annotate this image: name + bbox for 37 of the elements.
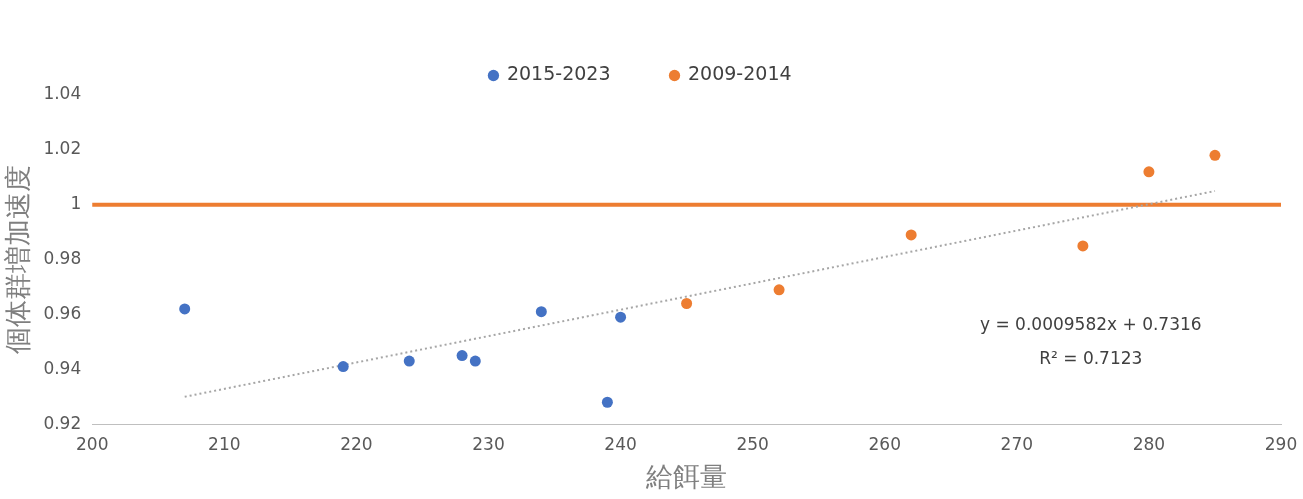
x-tick-label: 200 — [76, 433, 109, 454]
point — [403, 355, 415, 367]
y-tick-label: 1 — [70, 193, 82, 214]
x-tick-label: 290 — [1264, 433, 1298, 454]
y-axis-title: 個体群増加速度 — [2, 165, 34, 355]
legend-label: 2009-2014 — [688, 62, 792, 85]
x-tick-label: 210 — [208, 433, 241, 454]
point — [1077, 240, 1089, 252]
y-tick-label: 0.98 — [43, 248, 82, 269]
y-tick-label: 0.92 — [43, 412, 82, 433]
y-tick-label: 0.96 — [43, 302, 82, 323]
point — [337, 361, 349, 373]
x-axis-title: 給餌量 — [645, 460, 728, 492]
point — [681, 297, 693, 309]
annotation: y = 0.0009582x + 0.7316 — [979, 313, 1202, 334]
point — [469, 355, 481, 367]
x-tick-label: 250 — [736, 433, 769, 454]
x-tick-label: 260 — [868, 433, 901, 454]
x-tick-label: 270 — [1000, 433, 1034, 454]
x-tick-label: 280 — [1132, 433, 1166, 454]
point — [1143, 166, 1155, 178]
x-tick-label: 220 — [340, 433, 373, 454]
y-tick-label: 0.94 — [43, 357, 82, 378]
y-tick-label: 1.04 — [43, 83, 82, 104]
x-tick-label: 240 — [604, 433, 637, 454]
legend-label: 2015-2023 — [506, 62, 611, 85]
point — [601, 396, 613, 408]
point — [615, 311, 627, 323]
point — [535, 306, 547, 318]
point — [1209, 149, 1221, 161]
x-tick-label: 230 — [472, 433, 505, 454]
point — [179, 303, 191, 315]
annotation: R² = 0.7123 — [1039, 347, 1143, 368]
point — [773, 284, 785, 296]
point — [905, 229, 917, 241]
point — [456, 350, 468, 362]
y-tick-label: 1.02 — [43, 138, 82, 159]
